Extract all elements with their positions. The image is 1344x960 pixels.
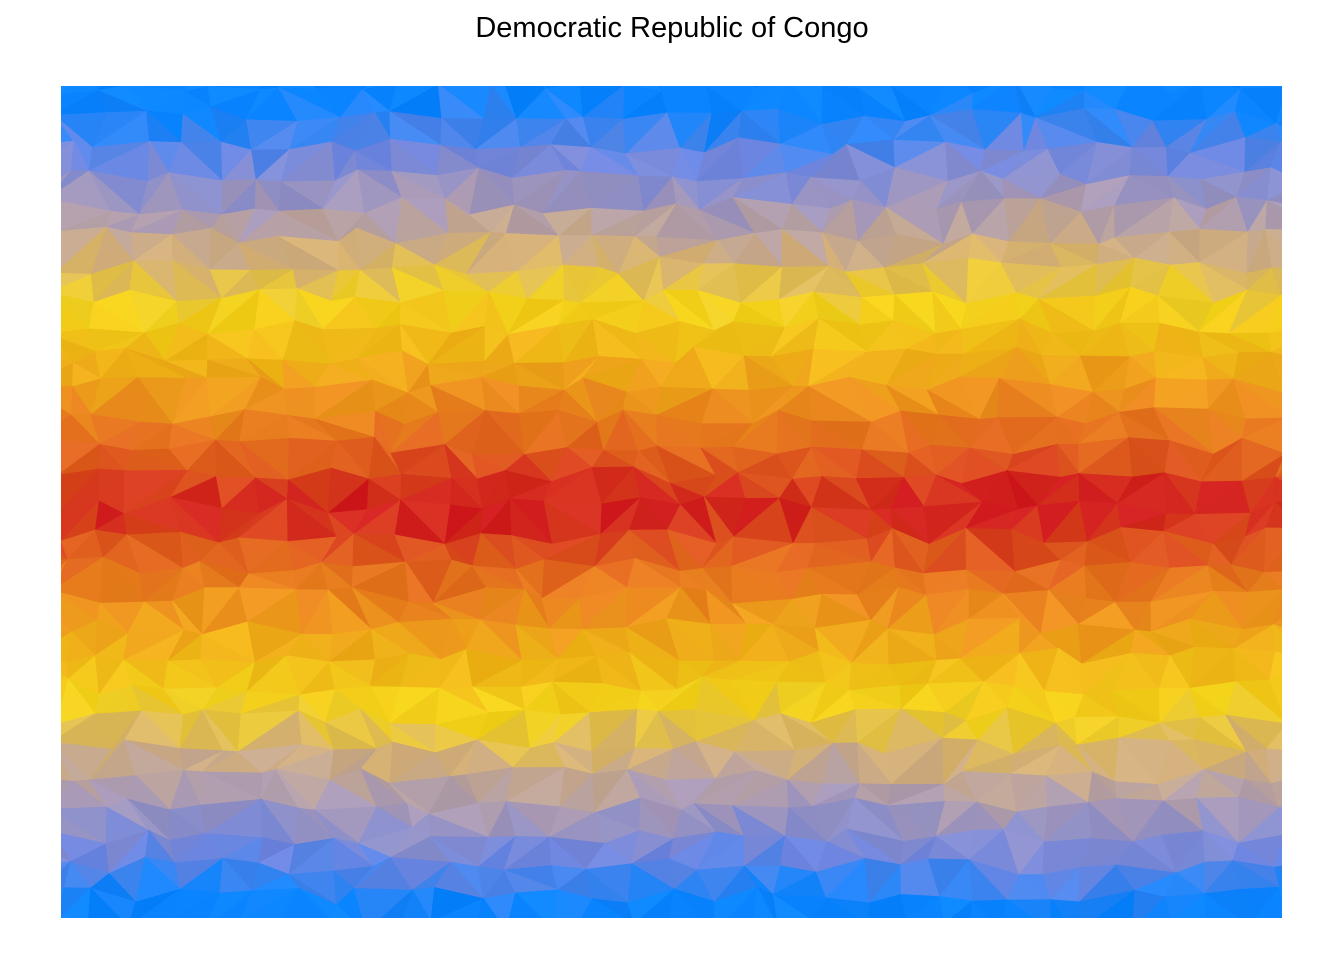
mosaic-cell <box>1270 351 1282 387</box>
mosaic-cell <box>1264 527 1282 574</box>
mosaic-cell <box>1266 167 1282 202</box>
mosaic-cell <box>1274 476 1282 504</box>
mosaic-cell <box>1272 617 1282 628</box>
mosaic-cell <box>1269 331 1282 353</box>
mosaic-cell <box>1254 886 1282 918</box>
mosaic-cell <box>554 888 580 918</box>
mosaic-cell <box>1265 199 1282 231</box>
mosaic-cell <box>1204 892 1238 918</box>
mosaic-cell <box>772 893 810 918</box>
mosaic-cell <box>1275 101 1282 124</box>
mosaic-cell <box>1273 866 1282 889</box>
mosaic-cell <box>1271 266 1282 296</box>
mosaic-cell <box>1266 748 1282 785</box>
mosaic-cell <box>61 673 70 681</box>
mosaic-cell <box>1274 842 1282 868</box>
mosaic-cell <box>1269 679 1282 713</box>
mosaic-cell <box>754 885 774 918</box>
mosaic-cell <box>1273 623 1282 654</box>
mosaic-cell <box>1268 673 1282 681</box>
mosaic-cell <box>61 856 72 864</box>
mosaic-cell <box>476 897 498 918</box>
mosaic-cell <box>1269 772 1282 785</box>
mosaic-cell <box>1274 469 1282 479</box>
mosaic-cell <box>1270 141 1282 174</box>
mosaic-cell <box>581 898 625 918</box>
mosaic-cell <box>1050 898 1064 918</box>
mosaic-cell <box>1263 571 1282 588</box>
mosaic-cell <box>403 889 430 918</box>
mosaic-cell <box>810 897 859 918</box>
mosaic-cell <box>868 902 906 918</box>
mosaic-cell <box>1278 885 1282 899</box>
mosaic-cell <box>1263 552 1282 574</box>
mosaic-cell <box>969 900 988 918</box>
mosaic-cell <box>1278 806 1282 823</box>
mosaic-cell <box>1002 899 1034 918</box>
mosaic-cell <box>1264 228 1282 269</box>
mosaic-cell <box>1275 117 1282 124</box>
mosaic-cell <box>61 887 65 905</box>
mosaic-cell <box>1270 780 1282 809</box>
mosaic-cell <box>61 408 73 416</box>
mosaic-cell <box>1275 120 1282 128</box>
mosaic-cell <box>61 554 70 561</box>
mosaic-cell <box>1265 729 1282 751</box>
mosaic-canvas <box>61 86 1282 918</box>
voronoi-mosaic <box>61 86 1282 918</box>
mosaic-cell <box>61 621 73 633</box>
mosaic-cell <box>508 892 542 918</box>
mosaic-cell <box>88 887 121 918</box>
mosaic-cell <box>1275 460 1282 478</box>
mosaic-cell <box>1272 596 1282 626</box>
mosaic-cell <box>329 904 352 918</box>
mosaic-cell <box>1265 501 1282 529</box>
page-title: Democratic Republic of Congo <box>475 12 869 44</box>
mosaic-cell <box>1269 651 1282 681</box>
mosaic-cell <box>1224 86 1242 90</box>
mosaic-cell <box>668 888 701 918</box>
mosaic-cell <box>1275 122 1282 143</box>
mosaic-cell <box>1269 324 1282 334</box>
mosaic-cell <box>1269 294 1282 334</box>
mosaic-cell <box>280 887 330 918</box>
